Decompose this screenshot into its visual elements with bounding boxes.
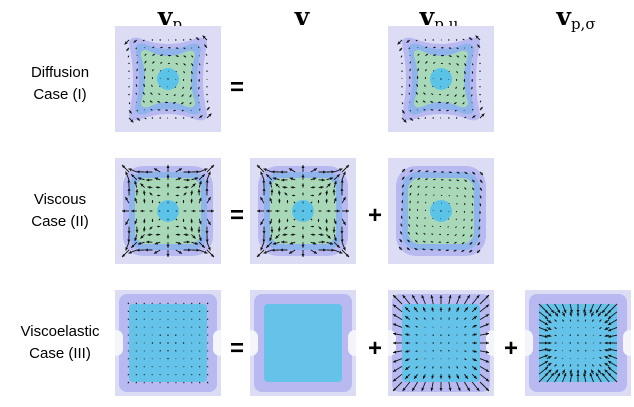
panel-viscoelastic-vpsigma bbox=[525, 290, 631, 396]
header-vpsigma-subscript: p,σ bbox=[570, 15, 596, 33]
row-label-viscous: Viscous Case (II) bbox=[0, 189, 120, 233]
row-label-diffusion: Diffusion Case (I) bbox=[0, 62, 120, 106]
row-label-viscous-line2: Case (II) bbox=[31, 213, 89, 230]
row-label-diffusion-line2: Case (I) bbox=[33, 86, 87, 103]
panel-viscous-vpmu bbox=[388, 158, 494, 264]
row-label-diffusion-line1: Diffusion bbox=[30, 64, 90, 81]
header-vpmu-symbol: v bbox=[419, 2, 435, 31]
row-label-viscoelastic: Viscoelastic Case (III) bbox=[0, 321, 120, 365]
row-label-viscous-line1: Viscous bbox=[33, 191, 87, 208]
panel-viscous-vp bbox=[115, 158, 221, 264]
header-v: v bbox=[247, 2, 357, 31]
panel-viscous-v bbox=[250, 158, 356, 264]
panel-viscoelastic-vpmu bbox=[388, 290, 494, 396]
panel-viscoelastic-vp bbox=[115, 290, 221, 396]
panel-viscoelastic-v bbox=[250, 290, 356, 396]
header-vp-symbol: v bbox=[157, 2, 173, 31]
header-vp-sigma: vp,σ bbox=[521, 2, 631, 33]
equals-sign: = bbox=[229, 74, 244, 101]
header-vpsigma-symbol: v bbox=[556, 2, 571, 31]
row-label-viscoelastic-line2: Case (III) bbox=[29, 345, 91, 362]
equals-sign: = bbox=[229, 335, 244, 362]
row-label-viscoelastic-line1: Viscoelastic bbox=[20, 323, 100, 340]
plus-sign: + bbox=[367, 202, 382, 229]
header-v-symbol: v bbox=[294, 2, 310, 31]
equals-sign: = bbox=[229, 202, 244, 229]
plus-sign: + bbox=[367, 335, 382, 362]
plus-sign: + bbox=[503, 335, 518, 362]
header-vp-subscript: p bbox=[172, 15, 183, 33]
panel-diffusion-vpmu bbox=[388, 26, 494, 132]
panel-diffusion-vp bbox=[115, 26, 221, 132]
header-vp: vp bbox=[115, 2, 225, 33]
